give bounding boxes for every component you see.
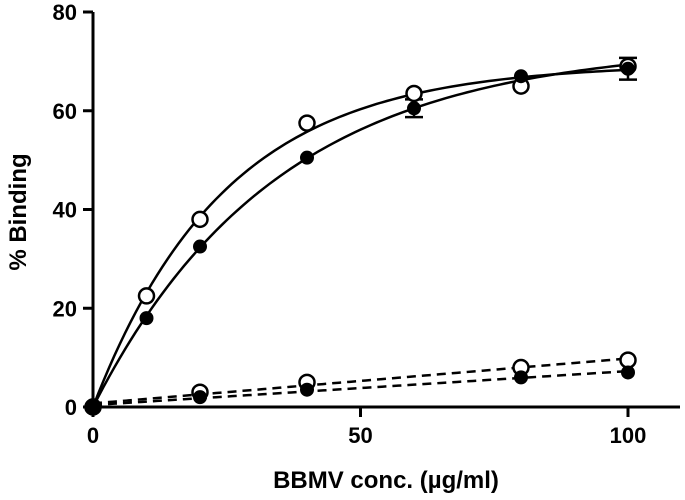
fit-line-1 (91, 68, 629, 408)
y-tick-label: 60 (53, 99, 77, 124)
data-point-series-2 (300, 150, 314, 165)
y-tick-label: 0 (65, 395, 77, 420)
data-point-series-4 (193, 390, 207, 405)
y-tick-label: 20 (53, 296, 77, 321)
data-point-series-1 (405, 84, 423, 103)
y-tick-label: 40 (53, 198, 77, 223)
data-point-series-1 (137, 287, 156, 305)
fit-lines (91, 63, 629, 408)
data-point-series-4 (300, 382, 314, 397)
x-tick-label: 50 (348, 423, 372, 448)
fit-line-4 (92, 369, 629, 407)
data-points (84, 57, 637, 416)
y-tick-label: 80 (53, 0, 77, 25)
fit-line-3 (92, 357, 629, 405)
x-axis-title: BBMV conc. (µg/ml) (273, 467, 499, 494)
data-point-series-1 (191, 210, 209, 229)
data-point-series-2 (514, 69, 528, 84)
data-point-series-2 (621, 61, 635, 76)
data-point-series-1 (298, 114, 316, 132)
ticks: 0 20 40 60 80 0 50 100 (53, 0, 647, 448)
fit-line-2 (91, 63, 629, 408)
data-point-series-4 (621, 365, 635, 380)
data-point-series-4 (86, 400, 100, 414)
x-tick-label: 100 (610, 423, 647, 448)
data-point-series-3 (619, 351, 637, 369)
data-point-series-2 (193, 239, 207, 254)
data-point-series-2 (139, 311, 154, 326)
x-tick-label: 0 (87, 423, 99, 448)
data-point-series-4 (514, 370, 528, 385)
data-point-series-2 (407, 101, 421, 116)
y-axis-title: % Binding (5, 153, 32, 270)
